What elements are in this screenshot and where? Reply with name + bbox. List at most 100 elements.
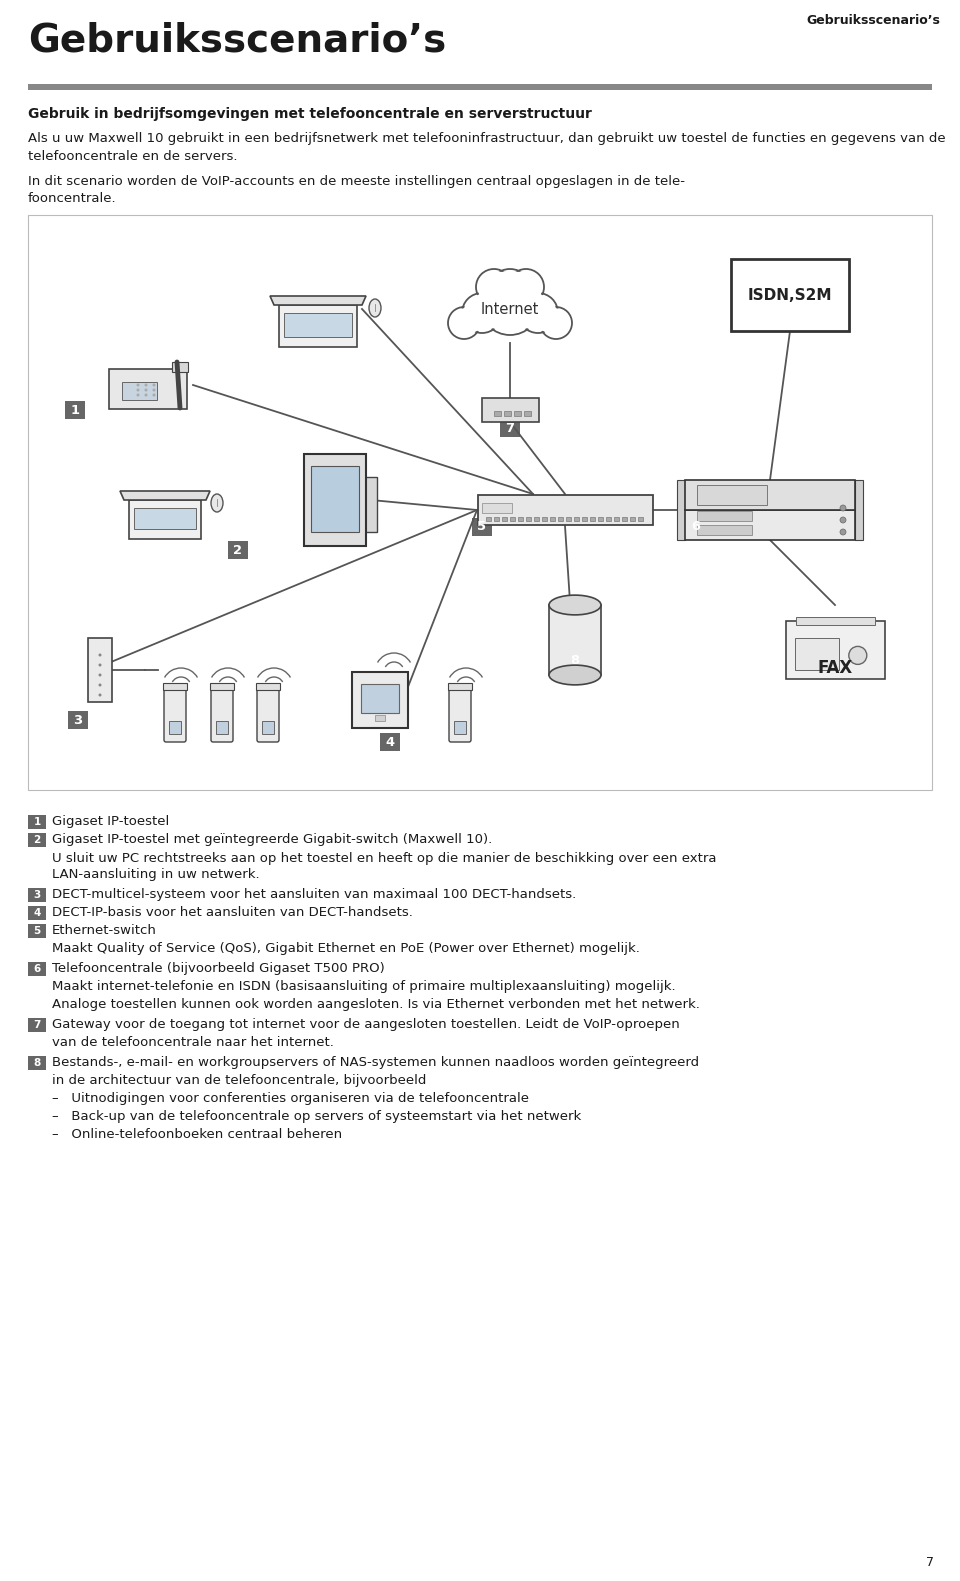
FancyBboxPatch shape bbox=[164, 688, 186, 741]
Text: Gebruiksscenario’s: Gebruiksscenario’s bbox=[806, 14, 940, 27]
FancyBboxPatch shape bbox=[697, 525, 752, 534]
Circle shape bbox=[510, 270, 542, 304]
Circle shape bbox=[136, 384, 139, 386]
Circle shape bbox=[99, 694, 102, 697]
FancyBboxPatch shape bbox=[493, 517, 498, 522]
Text: 1: 1 bbox=[34, 817, 40, 827]
FancyBboxPatch shape bbox=[172, 362, 188, 372]
Circle shape bbox=[480, 275, 540, 335]
FancyBboxPatch shape bbox=[558, 517, 563, 522]
FancyBboxPatch shape bbox=[28, 814, 46, 828]
FancyBboxPatch shape bbox=[361, 685, 399, 713]
Circle shape bbox=[462, 292, 502, 334]
FancyBboxPatch shape bbox=[524, 411, 531, 416]
FancyBboxPatch shape bbox=[109, 368, 187, 409]
FancyBboxPatch shape bbox=[677, 481, 685, 541]
Circle shape bbox=[508, 269, 544, 305]
FancyBboxPatch shape bbox=[621, 517, 627, 522]
FancyBboxPatch shape bbox=[257, 688, 279, 741]
FancyBboxPatch shape bbox=[534, 517, 539, 522]
FancyBboxPatch shape bbox=[361, 477, 377, 531]
Circle shape bbox=[153, 389, 156, 392]
Text: 5: 5 bbox=[34, 926, 40, 936]
FancyBboxPatch shape bbox=[28, 1056, 46, 1070]
Circle shape bbox=[99, 653, 102, 656]
FancyBboxPatch shape bbox=[501, 517, 507, 522]
FancyBboxPatch shape bbox=[449, 688, 471, 741]
Circle shape bbox=[99, 683, 102, 686]
FancyBboxPatch shape bbox=[796, 617, 875, 624]
FancyBboxPatch shape bbox=[262, 721, 274, 734]
Circle shape bbox=[840, 530, 846, 534]
Circle shape bbox=[136, 389, 139, 392]
Text: Analoge toestellen kunnen ook worden aangesloten. Is via Ethernet verbonden met : Analoge toestellen kunnen ook worden aan… bbox=[52, 998, 700, 1010]
FancyBboxPatch shape bbox=[454, 721, 466, 734]
FancyBboxPatch shape bbox=[486, 517, 491, 522]
Text: 7: 7 bbox=[506, 422, 515, 435]
Text: Gateway voor de toegang tot internet voor de aangesloten toestellen. Leidt de Vo: Gateway voor de toegang tot internet voo… bbox=[52, 1018, 680, 1031]
Ellipse shape bbox=[211, 493, 223, 512]
Polygon shape bbox=[279, 305, 357, 348]
Text: 3: 3 bbox=[34, 890, 40, 900]
FancyBboxPatch shape bbox=[122, 383, 157, 400]
FancyBboxPatch shape bbox=[210, 683, 234, 689]
Polygon shape bbox=[270, 296, 366, 305]
FancyBboxPatch shape bbox=[448, 683, 472, 689]
Circle shape bbox=[145, 389, 148, 392]
Text: 3: 3 bbox=[73, 713, 83, 727]
FancyBboxPatch shape bbox=[573, 517, 579, 522]
FancyBboxPatch shape bbox=[375, 715, 385, 721]
Text: U sluit uw PC rechtstreeks aan op het toestel en heeft op die manier de beschikk: U sluit uw PC rechtstreeks aan op het to… bbox=[52, 852, 716, 865]
Text: Gebruik in bedrijfsomgevingen met telefooncentrale en serverstructuur: Gebruik in bedrijfsomgevingen met telefo… bbox=[28, 108, 592, 122]
FancyBboxPatch shape bbox=[795, 639, 839, 670]
FancyBboxPatch shape bbox=[685, 511, 855, 541]
Circle shape bbox=[541, 308, 570, 337]
FancyBboxPatch shape bbox=[564, 651, 586, 669]
Text: 8: 8 bbox=[34, 1058, 40, 1069]
FancyBboxPatch shape bbox=[211, 688, 233, 741]
Text: 7: 7 bbox=[34, 1020, 40, 1029]
Circle shape bbox=[477, 270, 511, 304]
Text: 4: 4 bbox=[34, 907, 40, 919]
Circle shape bbox=[519, 294, 557, 332]
Text: 2: 2 bbox=[34, 835, 40, 844]
FancyBboxPatch shape bbox=[352, 672, 408, 727]
FancyBboxPatch shape bbox=[517, 517, 522, 522]
FancyBboxPatch shape bbox=[256, 683, 280, 689]
FancyBboxPatch shape bbox=[28, 833, 46, 847]
Text: –   Back-up van de telefooncentrale op servers of systeemstart via het netwerk: – Back-up van de telefooncentrale op ser… bbox=[52, 1110, 581, 1123]
Text: DECT-IP-basis voor het aansluiten van DECT-handsets.: DECT-IP-basis voor het aansluiten van DE… bbox=[52, 906, 413, 919]
FancyBboxPatch shape bbox=[163, 683, 187, 689]
Circle shape bbox=[145, 384, 148, 386]
FancyBboxPatch shape bbox=[685, 519, 707, 536]
Circle shape bbox=[518, 292, 558, 334]
FancyBboxPatch shape bbox=[613, 517, 618, 522]
Text: Ethernet-switch: Ethernet-switch bbox=[52, 923, 156, 938]
FancyBboxPatch shape bbox=[541, 517, 546, 522]
Circle shape bbox=[448, 307, 480, 338]
Circle shape bbox=[476, 269, 512, 305]
Text: 2: 2 bbox=[233, 544, 243, 557]
FancyBboxPatch shape bbox=[697, 485, 767, 504]
FancyBboxPatch shape bbox=[685, 481, 855, 511]
Text: DECT-multicel-systeem voor het aansluiten van maximaal 100 DECT-handsets.: DECT-multicel-systeem voor het aansluite… bbox=[52, 889, 576, 901]
Text: 1: 1 bbox=[70, 403, 80, 416]
Polygon shape bbox=[129, 500, 201, 539]
FancyBboxPatch shape bbox=[482, 503, 512, 512]
FancyBboxPatch shape bbox=[28, 1018, 46, 1032]
FancyBboxPatch shape bbox=[549, 517, 555, 522]
Text: Gigaset IP-toestel met geïntegreerde Gigabit-switch (Maxwell 10).: Gigaset IP-toestel met geïntegreerde Gig… bbox=[52, 833, 492, 846]
Circle shape bbox=[449, 308, 478, 337]
Circle shape bbox=[153, 394, 156, 397]
FancyBboxPatch shape bbox=[28, 923, 46, 938]
FancyBboxPatch shape bbox=[88, 639, 112, 702]
Circle shape bbox=[840, 504, 846, 511]
Text: Gebruiksscenario’s: Gebruiksscenario’s bbox=[28, 22, 446, 60]
Text: 6: 6 bbox=[691, 520, 701, 533]
FancyBboxPatch shape bbox=[589, 517, 594, 522]
Text: 6: 6 bbox=[34, 964, 40, 974]
Circle shape bbox=[840, 517, 846, 523]
FancyBboxPatch shape bbox=[514, 411, 521, 416]
Circle shape bbox=[464, 294, 500, 332]
Text: 4: 4 bbox=[386, 735, 395, 748]
